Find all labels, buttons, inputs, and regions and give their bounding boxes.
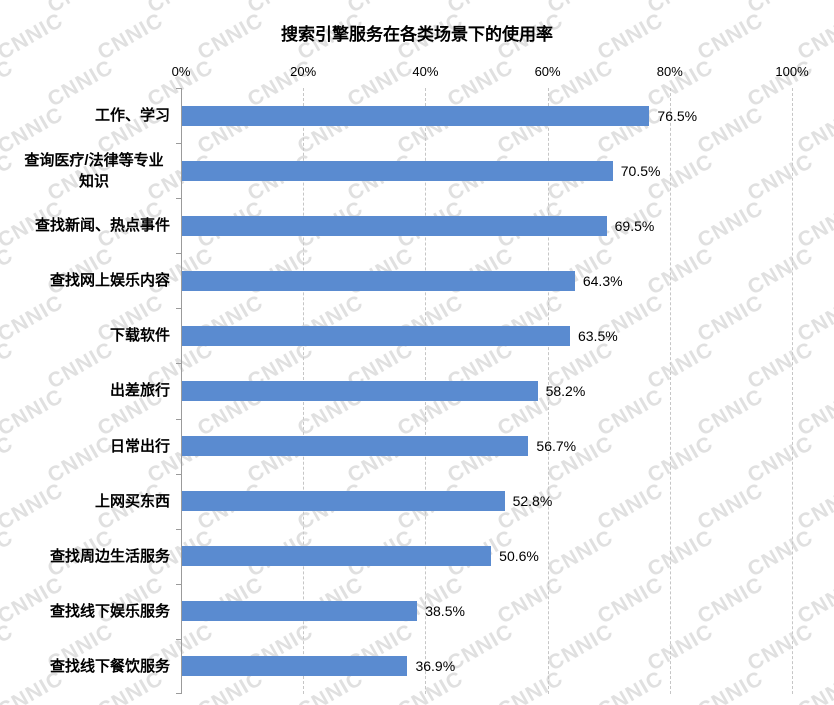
- bar-row: 76.5%: [182, 88, 793, 143]
- watermark-text: CNNIC: [793, 196, 834, 253]
- category-label: 出差旅行: [109, 382, 170, 400]
- watermark-text: CNNIC: [0, 431, 18, 488]
- x-axis-tick-label: 100%: [775, 64, 809, 79]
- bar: [182, 160, 613, 181]
- x-axis-labels: 0% 20% 40% 60% 80% 100%: [0, 64, 834, 82]
- watermark-text: CNNIC: [0, 243, 18, 300]
- category-label: 日常出行: [109, 437, 170, 455]
- chart-title: 搜索引擎服务在各类场景下的使用率: [281, 25, 553, 44]
- category-label: 查找线下餐饮服务: [49, 657, 170, 675]
- axis-tick: [176, 253, 181, 255]
- watermark-text: CNNIC: [793, 384, 834, 441]
- bar-row: 50.6%: [182, 529, 793, 584]
- bar-row: 56.7%: [182, 419, 793, 474]
- watermark-text: CNNIC: [793, 478, 834, 535]
- bar: [182, 601, 418, 622]
- bar-row: 38.5%: [182, 584, 793, 639]
- x-axis-tick-label: 20%: [290, 64, 317, 79]
- watermark-text: CNNIC: [744, 0, 818, 18]
- bar: [182, 380, 538, 401]
- bar-row: 69.5%: [182, 198, 793, 253]
- watermark-text: CNNIC: [793, 666, 834, 705]
- bar-value-label: 38.5%: [425, 603, 465, 620]
- bar-value-label: 52.8%: [512, 493, 553, 510]
- watermark-text: CNNIC: [0, 619, 18, 676]
- bar-value-label: 69.5%: [614, 217, 655, 234]
- category-label: 查找线下娱乐服务: [49, 602, 170, 620]
- axis-tick: [176, 638, 181, 640]
- watermark-text: CNNIC: [244, 0, 318, 18]
- bar-row: 36.9%: [182, 639, 793, 694]
- gridline: [669, 88, 671, 694]
- bar-value-label: 63.5%: [577, 327, 618, 344]
- watermark-text: CNNIC: [544, 0, 618, 18]
- bar-value-label: 58.2%: [545, 382, 586, 399]
- watermark-text: CNNIC: [793, 290, 834, 347]
- x-axis-tick-label: 80%: [656, 64, 683, 79]
- gridline: [792, 88, 793, 694]
- bar: [182, 546, 492, 567]
- axis-tick: [176, 363, 181, 365]
- category-label: 查找网上娱乐内容: [49, 272, 170, 290]
- bar-value-label: 64.3%: [582, 272, 623, 289]
- category-label: 上网买东西: [94, 492, 170, 510]
- watermark-text: CNNIC: [444, 0, 518, 18]
- axis-tick: [176, 88, 181, 89]
- watermark-text: CNNIC: [793, 572, 834, 629]
- watermark-text: CNNIC: [344, 0, 418, 18]
- category-label: 查找周边生活服务: [49, 547, 170, 565]
- bar-value-label: 76.5%: [657, 107, 698, 124]
- axis-tick: [176, 583, 181, 585]
- watermark-text: CNNIC: [0, 0, 18, 18]
- bar-row: 58.2%: [182, 363, 793, 418]
- axis-tick: [176, 693, 181, 694]
- bar-row: 64.3%: [182, 253, 793, 308]
- bar-value-label: 50.6%: [499, 548, 539, 565]
- category-label: 下载软件: [109, 327, 170, 345]
- bar-row: 52.8%: [182, 474, 793, 529]
- axis-tick: [176, 308, 181, 310]
- bar: [182, 656, 408, 677]
- watermark-text: CNNIC: [793, 102, 834, 159]
- axis-tick: [176, 473, 181, 475]
- category-label: 工作、学习: [94, 107, 170, 125]
- category-labels: 工作、学习查询医疗/法律等专业知识查找新闻、热点事件查找网上娱乐内容下载软件出差…: [18, 88, 170, 694]
- watermark-text: CNNIC: [644, 0, 718, 18]
- bar-value-label: 36.9%: [415, 658, 456, 675]
- gridline: [547, 88, 549, 694]
- x-axis-tick-label: 60%: [534, 64, 561, 79]
- bar: [182, 325, 570, 346]
- bar-value-label: 56.7%: [536, 438, 577, 455]
- bar-row: 70.5%: [182, 143, 793, 198]
- watermark-text: CNNIC: [0, 525, 18, 582]
- y-axis-line: [181, 88, 182, 694]
- bar: [182, 491, 505, 512]
- axis-tick: [176, 418, 181, 420]
- watermark-text: CNNIC: [0, 149, 18, 206]
- bar: [182, 270, 575, 291]
- bar: [182, 436, 529, 457]
- plot-area: 76.5% 70.5% 69.5% 64.3% 63.5% 58.2% 56.7% 52.8%…: [176, 88, 793, 694]
- axis-tick: [176, 143, 181, 145]
- watermark-text: CNNIC: [0, 337, 18, 394]
- bar-value-label: 70.5%: [620, 162, 661, 179]
- bar: [182, 215, 607, 236]
- axis-tick: [176, 198, 181, 200]
- category-label: 查找新闻、热点事件: [34, 217, 170, 235]
- x-axis-tick-label: 0%: [171, 64, 191, 79]
- bar-row: 63.5%: [182, 308, 793, 363]
- x-axis-tick-label: 40%: [412, 64, 439, 79]
- watermark-text: CNNIC: [144, 0, 218, 18]
- watermark-text: CNNIC: [44, 0, 118, 18]
- category-label: 查询医疗/法律等专业知识: [24, 151, 164, 190]
- axis-tick: [176, 528, 181, 530]
- bar: [182, 105, 650, 126]
